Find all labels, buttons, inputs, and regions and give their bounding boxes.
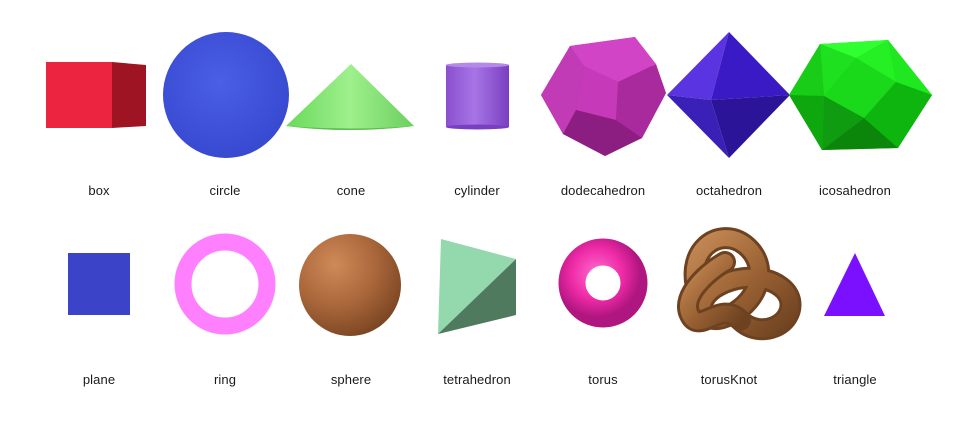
plane-shape — [68, 253, 130, 315]
dodecahedron-shape — [541, 37, 666, 156]
label-tetrahedron: tetrahedron — [443, 372, 511, 387]
label-triangle: triangle — [833, 372, 877, 387]
label-circle: circle — [209, 183, 241, 198]
label-icosahedron: icosahedron — [819, 183, 891, 198]
torus-shape — [558, 238, 648, 328]
label-sphere: sphere — [330, 372, 372, 387]
label-dodecahedron: dodecahedron — [560, 183, 646, 198]
box-shape — [46, 62, 146, 128]
torus-knot-shape — [677, 227, 802, 341]
tetrahedron-shape — [438, 239, 516, 334]
label-ring: ring — [213, 372, 237, 387]
cone-shape — [286, 64, 414, 130]
label-box: box — [88, 183, 110, 198]
cylinder-shape — [446, 62, 509, 130]
triangle-shape — [824, 253, 885, 316]
label-torus: torus — [588, 372, 618, 387]
icosahedron-shape — [789, 40, 932, 150]
label-plane: plane — [82, 372, 116, 387]
octahedron-shape — [667, 32, 790, 158]
label-torus-knot: torusKnot — [700, 372, 758, 387]
label-cylinder: cylinder — [454, 183, 500, 198]
circle-shape — [163, 32, 289, 158]
label-octahedron: octahedron — [695, 183, 763, 198]
sphere-shape — [299, 234, 401, 336]
ring-shape — [174, 233, 276, 335]
label-cone: cone — [336, 183, 366, 198]
